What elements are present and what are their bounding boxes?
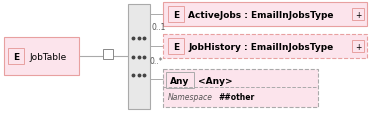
Bar: [8, 49, 24, 64]
Bar: [163, 3, 367, 27]
Bar: [163, 69, 318, 107]
Bar: [352, 9, 364, 21]
Text: 0..1: 0..1: [152, 23, 166, 32]
Text: Any: Any: [170, 76, 190, 85]
Text: <Any>: <Any>: [198, 76, 233, 85]
Text: ActiveJobs : EmailInJobsType: ActiveJobs : EmailInJobsType: [188, 10, 333, 19]
Text: JobTable: JobTable: [29, 52, 66, 61]
Text: E: E: [13, 52, 19, 61]
Bar: [168, 39, 184, 54]
Text: E: E: [173, 42, 179, 51]
Bar: [103, 50, 113, 60]
Text: 0..*: 0..*: [150, 57, 163, 65]
Text: Namespace: Namespace: [168, 93, 213, 102]
Bar: [128, 5, 150, 109]
Text: JobHistory : EmailInJobsType: JobHistory : EmailInJobsType: [188, 42, 333, 51]
Text: +: +: [355, 10, 361, 19]
Text: ##other: ##other: [218, 93, 254, 102]
Bar: [352, 41, 364, 53]
Text: +: +: [355, 42, 361, 51]
Bar: [168, 7, 184, 23]
Bar: [4, 38, 79, 75]
Bar: [166, 72, 194, 88]
Text: E: E: [173, 10, 179, 19]
Bar: [163, 35, 367, 58]
